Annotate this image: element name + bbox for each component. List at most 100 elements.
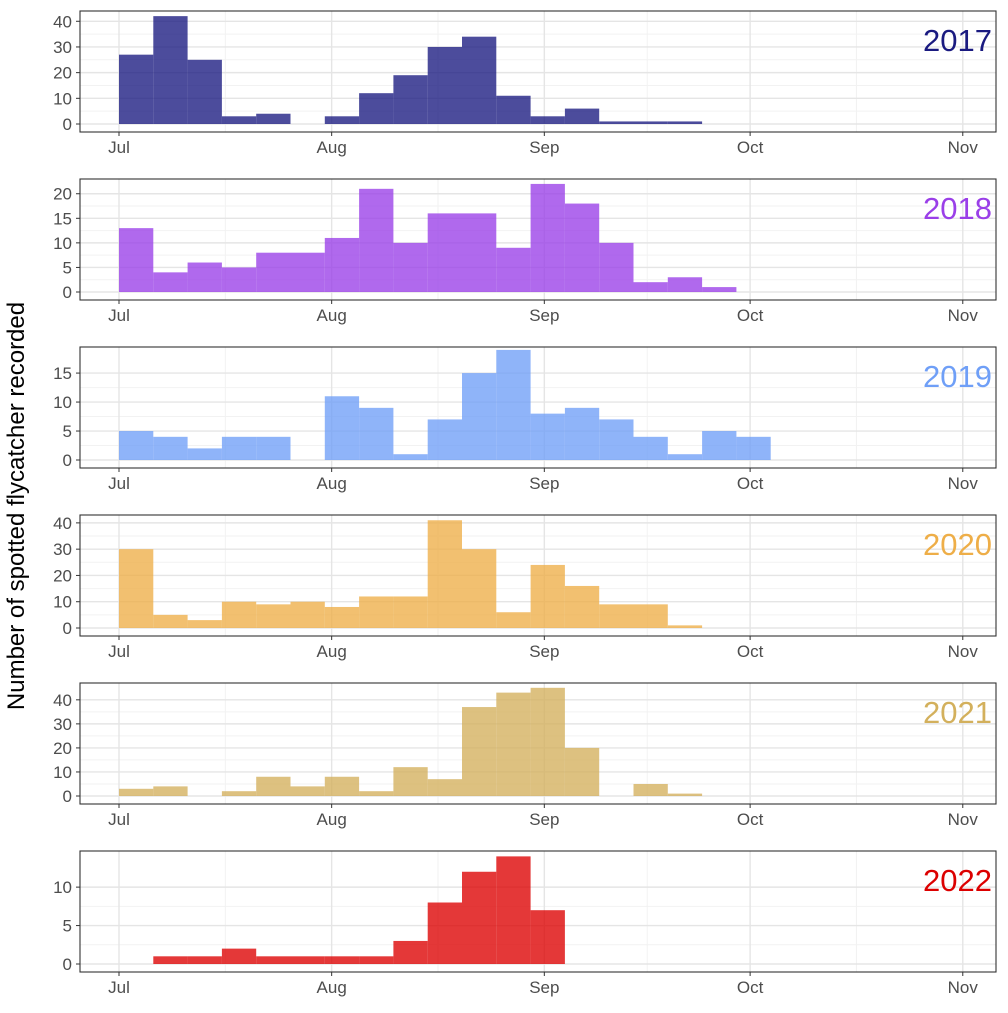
histogram-bar [462,36,497,124]
x-tick-label: Nov [948,978,979,997]
histogram-bar [530,183,565,292]
histogram-bar [633,783,668,796]
histogram-bar [256,956,291,964]
histogram-bar [633,436,668,460]
histogram-bar [256,776,291,796]
histogram-bar [153,272,188,292]
panel-2022: 0 5 10 Jul Aug Sep Oct Nov 2022 [53,850,997,997]
x-tick-label: Sep [529,642,559,661]
histogram-bar [702,287,737,292]
histogram-bar [359,596,394,628]
histogram-bar [530,116,565,124]
x-tick-label: Jul [108,810,130,829]
x-tick-label: Jul [108,474,130,493]
panel-2020: 0 10 20 30 40 Jul Aug Sep Oct Nov 2020 [53,514,997,661]
histogram-bar [393,940,428,964]
y-tick-label: 5 [63,917,72,936]
year-label-2021: 2021 [923,695,992,730]
x-tick-label: Aug [317,642,347,661]
x-tick-label: Sep [529,306,559,325]
histogram-bar [290,252,325,292]
y-tick-label: 5 [63,422,72,441]
histogram-bar [496,692,531,796]
histogram-bar [496,247,531,292]
histogram-bar [564,203,600,292]
x-tick-label: Nov [948,306,979,325]
panel-2019: 0 5 10 15 Jul Aug Sep Oct Nov 2019 [53,346,997,493]
x-tick-label: Sep [529,474,559,493]
histogram-bar [221,948,257,964]
x-tick-label: Nov [948,138,979,157]
x-tick-label: Oct [737,138,764,157]
panel-border [79,682,997,805]
histogram-bar [221,436,257,460]
histogram-bar [324,606,360,628]
histogram-bar [256,113,291,124]
y-tick-label: 10 [53,234,72,253]
x-tick-label: Nov [948,642,979,661]
histogram-bar [667,277,703,292]
year-label-2020: 2020 [923,527,992,562]
histogram-bar [153,436,188,460]
histogram-bar [359,956,394,964]
histogram-bar [393,767,428,796]
histogram-bar [496,856,531,964]
histogram-bar [427,46,462,124]
panel-2018: 0 5 10 15 20 Jul Aug Sep Oct Nov 2018 [53,178,997,325]
histogram-bar [667,454,703,460]
panel-2021: 0 10 20 30 40 Jul Aug Sep Oct Nov 2021 [53,682,997,829]
panel-2017: 0 10 20 30 40 Jul Aug Sep Oct Nov 2017 [53,10,997,157]
histogram-bar [393,454,428,460]
histogram-bar [324,116,360,124]
x-tick-label: Oct [737,810,764,829]
y-tick-label: 10 [53,878,72,897]
histogram-bar [564,747,600,796]
histogram-bar [462,213,497,292]
histogram-bar [119,228,154,292]
histogram-bar [530,564,565,628]
histogram-bar [187,956,222,964]
histogram-bar [599,242,634,292]
y-tick-label: 20 [53,64,72,83]
histogram-bar [153,614,188,628]
histogram-bar [530,413,565,460]
histogram-bar [462,549,497,628]
y-tick-label: 10 [53,89,72,108]
histogram-bar [496,349,531,460]
y-tick-label: 0 [63,619,72,638]
panel-border [79,346,997,469]
y-tick-label: 30 [53,38,72,57]
x-tick-label: Aug [317,306,347,325]
histogram-bar [564,585,600,628]
histogram-bar [702,431,737,460]
y-tick-label: 10 [53,593,72,612]
x-tick-label: Sep [529,978,559,997]
y-tick-label: 30 [53,715,72,734]
panel-border [79,178,997,301]
year-label-2017: 2017 [923,23,992,58]
histogram-bar [462,871,497,964]
x-tick-label: Aug [317,138,347,157]
x-tick-label: Oct [737,306,764,325]
y-tick-label: 0 [63,115,72,134]
histogram-bar [359,791,394,796]
year-label-2018: 2018 [923,191,992,226]
histogram-bar [256,604,291,628]
histogram-bar [427,779,462,796]
x-tick-label: Jul [108,306,130,325]
histogram-bar [187,262,222,292]
histogram-bar [153,956,188,964]
histogram-bar [633,282,668,292]
y-tick-label: 0 [63,451,72,470]
y-tick-label: 20 [53,739,72,758]
histogram-bar [736,436,771,460]
histogram-bar [667,625,703,628]
x-tick-label: Oct [737,978,764,997]
histogram-bar [153,16,188,124]
histogram-bar [496,612,531,628]
histogram-bar [324,396,360,460]
histogram-bar [119,788,154,796]
histogram-bar [290,786,325,796]
year-label-2022: 2022 [923,863,992,898]
